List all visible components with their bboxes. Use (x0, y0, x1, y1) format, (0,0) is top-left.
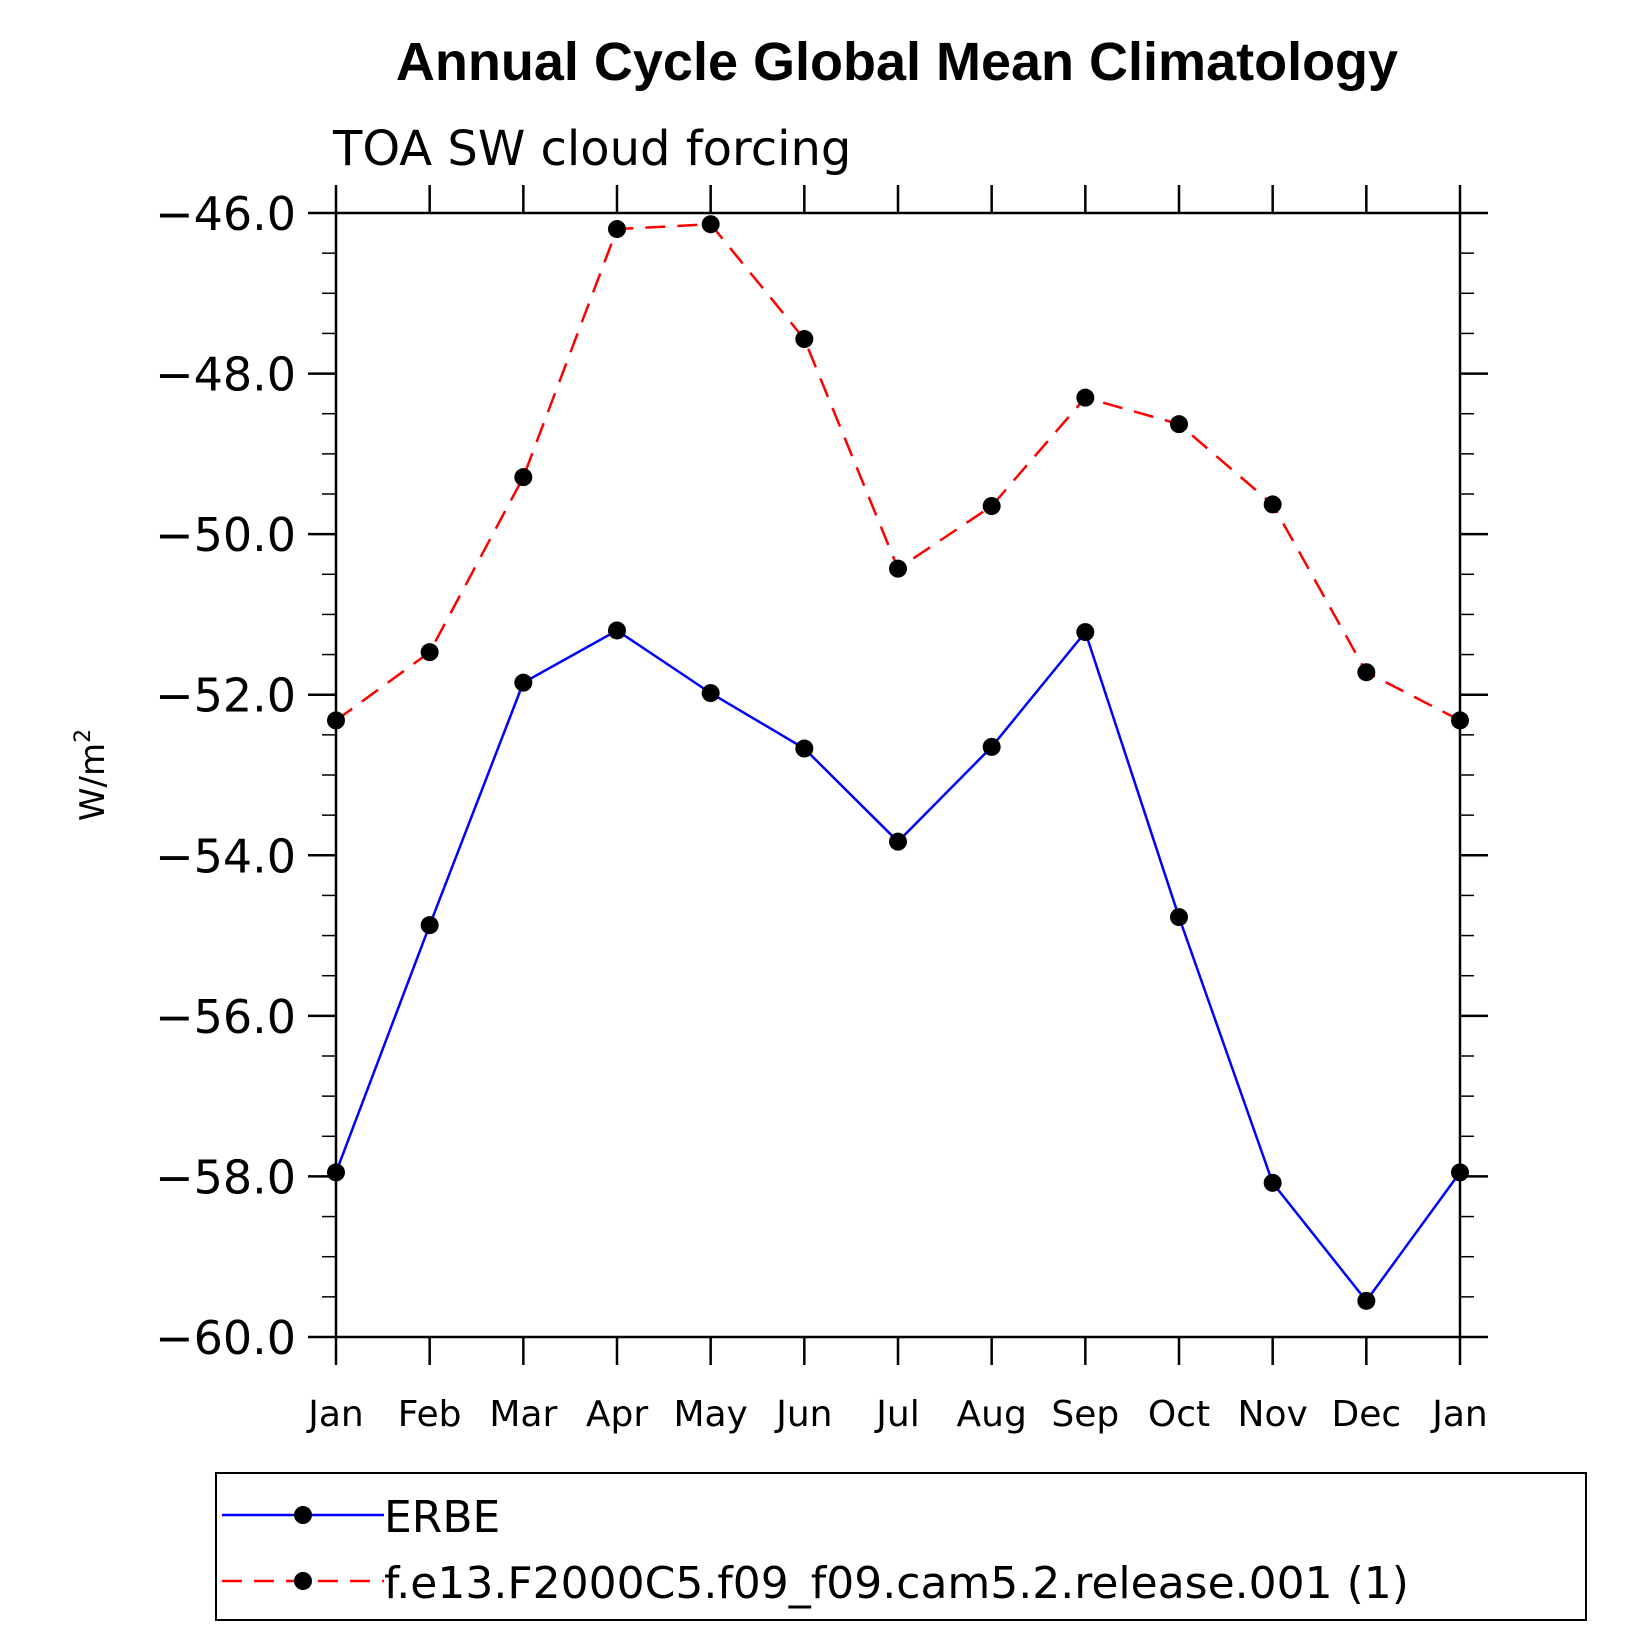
legend-label: ERBE (384, 1492, 500, 1543)
legend-label: f.e13.F2000C5.f09_f09.cam5.2.release.001… (384, 1558, 1409, 1609)
x-tick-label: Nov (1238, 1394, 1308, 1435)
legend-marker (294, 1572, 312, 1590)
y-axis-label: W/m2 (71, 729, 113, 821)
data-point (1076, 388, 1095, 407)
y-axis-label-text: W/m (73, 743, 113, 821)
data-point (982, 497, 1001, 516)
data-point (1076, 623, 1095, 642)
chart-title: Annual Cycle Global Mean Climatology (396, 32, 1398, 92)
chart-subtitle: TOA SW cloud forcing (332, 121, 851, 177)
data-point (701, 215, 720, 234)
y-tick-label: −60.0 (155, 1311, 296, 1365)
data-point (1357, 663, 1376, 682)
data-point (608, 220, 626, 239)
data-point (420, 643, 439, 662)
data-point (1451, 711, 1469, 730)
series-line (334, 629, 1462, 1303)
series-line (335, 222, 1461, 722)
x-tick-label: Dec (1331, 1394, 1401, 1435)
data-point (327, 711, 345, 730)
x-tick-label: Jul (874, 1394, 919, 1435)
series-0 (327, 621, 1469, 1310)
y-tick-label: −46.0 (155, 187, 296, 241)
data-point (795, 739, 814, 758)
x-tick-label: Jun (774, 1394, 832, 1435)
data-point (1170, 415, 1188, 434)
axes: −46.0 −48.0 −50.0 −52.0 −54.0 −56.0 −58.0 −60.0… (155, 185, 1488, 1435)
y-tick-label: −52.0 (155, 669, 296, 723)
data-point (889, 559, 907, 578)
x-tick-label: Mar (489, 1394, 557, 1435)
data-point (795, 330, 814, 349)
data-point (514, 468, 533, 487)
x-tick-label: Oct (1148, 1394, 1210, 1435)
y-tick-label: −50.0 (155, 508, 296, 562)
x-tick-label: Jan (306, 1394, 364, 1435)
legend-marker (294, 1506, 312, 1524)
data-point (1357, 1291, 1376, 1310)
y-tick-label: −56.0 (155, 990, 296, 1044)
x-tick-label: Aug (957, 1394, 1027, 1435)
data-point (1451, 1163, 1469, 1182)
svg-text:W/m2: W/m2 (71, 729, 113, 821)
legend-box (215, 1472, 1587, 1621)
data-point (327, 1163, 345, 1182)
series-layer (327, 215, 1469, 1310)
data-point (1263, 495, 1282, 514)
y-tick-label: −48.0 (155, 348, 296, 402)
data-point (1263, 1173, 1282, 1192)
legend: ERBE f.e13.F2000C5.f09_f09.cam5.2.release… (215, 1472, 1587, 1621)
y-tick-label: −58.0 (155, 1150, 296, 1204)
data-point (514, 673, 533, 692)
x-tick-label: May (673, 1394, 747, 1435)
data-point (889, 832, 907, 851)
x-tick-label: Sep (1051, 1394, 1119, 1435)
data-point (701, 684, 720, 703)
data-point (608, 621, 626, 640)
x-tick-label: Feb (398, 1394, 462, 1435)
data-point (420, 916, 439, 935)
x-tick-label: Jan (1430, 1394, 1488, 1435)
y-axis-label-superscript: 2 (71, 729, 96, 743)
plot-frame (334, 211, 1462, 1339)
x-tick-label: Apr (586, 1394, 648, 1435)
series-1 (327, 215, 1469, 730)
data-point (982, 737, 1001, 756)
data-point (1170, 908, 1188, 927)
y-tick-label: −54.0 (155, 829, 296, 883)
